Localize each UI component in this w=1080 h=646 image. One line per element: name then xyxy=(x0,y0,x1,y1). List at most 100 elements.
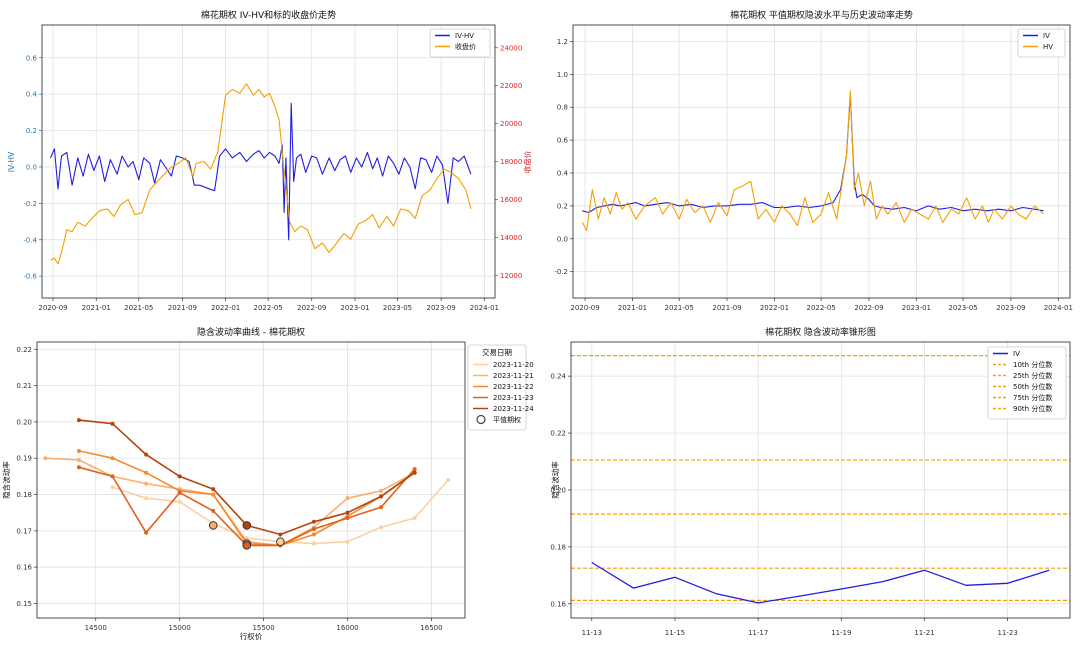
y2-tick-label: 24000 xyxy=(500,44,522,52)
data-point xyxy=(345,496,350,501)
y-tick-label: 0.16 xyxy=(16,564,32,572)
x-tick-label: 2021-01 xyxy=(82,304,111,312)
x-tick-label: 11-17 xyxy=(748,629,768,637)
chart-iv-hv-close-price: 2020-09 2021-01 2021-05 2021-09 2022-01 2022-… xyxy=(7,9,532,312)
y-tick-label: 0.16 xyxy=(550,600,566,608)
legend-label: 50th 分位数 xyxy=(1013,382,1052,391)
y-tick-label: 0.4 xyxy=(26,91,38,99)
legend-label: IV xyxy=(1043,32,1050,40)
chart-title: 棉花期权 IV-HV和标的收盘价走势 xyxy=(201,9,336,21)
plot-frame xyxy=(570,341,1071,619)
x-tick-label: 2022-01 xyxy=(211,304,240,312)
x-tick-label: 11-23 xyxy=(997,629,1017,637)
y-tick-label: 0.17 xyxy=(16,527,32,535)
plot-frame xyxy=(41,24,496,299)
legend-box xyxy=(1017,28,1066,58)
y-tick-label: 0.20 xyxy=(16,418,32,426)
legend-label: 10th 分位数 xyxy=(1013,360,1052,369)
chart-iv-cone: 11-13 11-15 11-17 11-19 11-21 11-23 0.16 0.18 0.… xyxy=(550,326,1071,637)
y-tick-label: 0.0 xyxy=(557,235,568,243)
y-tick-label: 0.2 xyxy=(26,127,37,135)
x-tick-label: 2022-05 xyxy=(806,304,835,312)
x-tick-label: 2022-09 xyxy=(854,304,883,312)
data-point xyxy=(144,470,149,475)
y-tick-label: 0.24 xyxy=(550,373,566,381)
data-point xyxy=(177,490,182,495)
data-point xyxy=(311,519,316,524)
y-tick-label: -0.6 xyxy=(23,273,37,281)
data-point xyxy=(211,487,216,492)
data-point xyxy=(110,456,115,461)
y2-axis-label: 收盘价 xyxy=(522,150,532,173)
legend-label: HV xyxy=(1043,43,1053,51)
chart-title: 隐含波动率曲线 - 棉花期权 xyxy=(197,326,305,338)
x-tick-label: 2021-01 xyxy=(618,304,647,312)
x-tick-label: 11-21 xyxy=(914,629,934,637)
x-tick-label: 2024-01 xyxy=(470,304,499,312)
x-tick-label: 2022-09 xyxy=(297,304,326,312)
x-tick-label: 2020-09 xyxy=(570,304,599,312)
data-point xyxy=(211,492,216,497)
x-tick-label: 11-15 xyxy=(665,629,685,637)
y-tick-label: 1.2 xyxy=(557,38,568,46)
x-tick-label: 2023-05 xyxy=(948,304,977,312)
y-tick-label: 0.20 xyxy=(550,486,566,494)
y-tick-label: 0.6 xyxy=(557,137,569,145)
atm-marker xyxy=(208,521,218,530)
y-tick-label: 0.19 xyxy=(16,455,32,463)
y-tick-label: 0.22 xyxy=(550,430,566,438)
legend-title: 交易日期 xyxy=(482,347,512,357)
y-axis-label: 隐含波动率 xyxy=(1,461,11,499)
legend-box xyxy=(987,346,1067,420)
legend-label: 2023-11-21 xyxy=(493,372,534,380)
data-point xyxy=(110,474,115,479)
y2-tick-label: 14000 xyxy=(500,234,522,242)
chart-title: 棉花期权 平值期权隐波水平与历史波动率走势 xyxy=(730,9,913,21)
series-line-iv xyxy=(582,93,1044,214)
data-point xyxy=(345,516,350,521)
y2-tick-label: 12000 xyxy=(500,272,522,280)
y-tick-label: 0.15 xyxy=(16,600,32,608)
data-point xyxy=(345,510,350,515)
series-line-close-price xyxy=(50,83,472,265)
x-tick-label: 2021-09 xyxy=(168,304,197,312)
data-point xyxy=(412,516,417,521)
y-tick-label: -0.2 xyxy=(23,200,37,208)
x-tick-label: 11-13 xyxy=(582,629,602,637)
legend-label: 90th 分位数 xyxy=(1013,404,1052,413)
legend-label: 2023-11-20 xyxy=(493,361,534,369)
x-tick-label: 16500 xyxy=(420,624,442,632)
data-point xyxy=(379,525,384,530)
y-tick-label: 0.4 xyxy=(557,170,569,178)
series-line-hv xyxy=(581,90,1044,232)
data-point xyxy=(311,532,316,537)
data-point xyxy=(278,532,283,537)
y-tick-label: 0.0 xyxy=(26,163,37,171)
y2-tick-label: 16000 xyxy=(500,196,522,204)
y2-tick-label: 18000 xyxy=(500,158,522,166)
data-point xyxy=(76,458,81,463)
data-point xyxy=(144,481,149,486)
data-point xyxy=(43,456,48,461)
x-tick-label: 2023-01 xyxy=(902,304,931,312)
y-axis-label: IV-HV xyxy=(7,151,16,172)
x-tick-label: 2021-05 xyxy=(665,304,694,312)
data-point xyxy=(345,539,350,544)
data-point xyxy=(144,530,149,535)
y-tick-label: 0.2 xyxy=(557,202,568,210)
legend-label: 75th 分位数 xyxy=(1013,393,1052,402)
atm-marker xyxy=(276,537,285,547)
data-point xyxy=(446,478,451,482)
data-point xyxy=(76,418,81,423)
x-tick-label: 2023-01 xyxy=(340,304,369,312)
x-tick-label: 2022-05 xyxy=(254,304,283,312)
y-tick-label: 0.21 xyxy=(16,382,32,390)
y-tick-label: -0.2 xyxy=(554,268,568,276)
x-tick-label: 2024-01 xyxy=(1044,304,1073,312)
y-axis-label: 隐含波动率 xyxy=(550,461,560,499)
legend-label: 2023-11-23 xyxy=(493,394,534,402)
legend-label: IV-HV xyxy=(455,32,474,40)
chart-atm-iv-hv: 2020-09 2021-01 2021-05 2021-09 2022-01 2022-… xyxy=(554,9,1073,312)
legend-label: 25th 分位数 xyxy=(1013,371,1052,380)
